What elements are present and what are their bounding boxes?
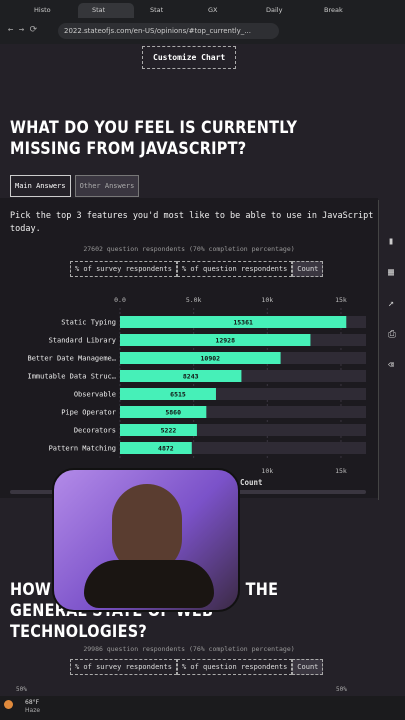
tab[interactable]: Main Answers [10,175,71,197]
browser-tab[interactable]: Stat [78,3,134,18]
category-label: Pipe Operator [61,409,116,417]
unit-button[interactable]: % of survey respondents [70,261,177,277]
category-label: Standard Library [49,337,116,345]
unit-button[interactable]: % of question respondents [176,261,293,277]
x-tick-label: 5.0k [186,296,202,304]
nav-buttons[interactable]: ← → ⟳ [8,25,38,35]
person [112,484,182,574]
x-tick-label: 0.0 [114,296,126,304]
value-label: 10902 [201,355,221,363]
weather: Haze [25,707,41,714]
x-tick-label: 10k [261,296,273,304]
respondents: 27602 question respondents (70% completi… [83,245,295,253]
browser-tab[interactable]: Daily [266,6,283,14]
value-label: 15361 [233,319,253,327]
answer-tabs: Main Answers Other Answers [10,175,140,197]
bar [120,424,197,436]
unit-button[interactable]: Count [292,261,324,277]
value-label: 4872 [158,445,174,453]
bar [120,370,242,382]
x-tick-label: 15k [335,296,347,304]
category-label: Better Date Manageme… [27,355,116,363]
url-bar[interactable]: 2022.stateofjs.com/en-US/opinions/#top_c… [58,23,279,39]
scale-label: 50% [336,686,347,693]
x-axis-label: User Count [217,478,262,487]
unit-switch: % of survey respondents % of question re… [70,659,324,675]
value-label: 6515 [170,391,186,399]
bar [120,334,311,346]
sidebar-icons[interactable]: ▮ ▦ ↗ ⎙ ⌫ [388,236,396,371]
unit-switch: % of survey respondents % of question re… [70,261,324,277]
browser-tab[interactable]: Stat [150,6,164,14]
x-tick-label: 15k [335,467,347,475]
respondents: 29986 question respondents (76% completi… [83,645,295,653]
webcam-overlay [52,468,240,612]
browser-tab[interactable]: Histo [34,6,51,14]
sidebar: ▮ ▦ ↗ ⎙ ⌫ [378,200,405,500]
category-label: Decorators [74,427,116,435]
browser-tab[interactable]: GX [208,6,218,14]
category-label: Observable [74,391,116,399]
category-label: Static Typing [61,319,116,327]
value-label: 12928 [215,337,235,345]
bar [120,316,347,328]
customize-button[interactable]: Customize Chart [142,46,237,69]
x-tick-label: 10k [261,467,273,475]
browser-chrome: Histo Stat Stat GX Daily Break 2022.stateofjs… [0,0,405,44]
value-label: 8243 [183,373,199,381]
person-body [84,560,214,608]
category-label: Immutable Data Struc… [27,373,116,381]
bar [120,352,281,364]
question-title: WHAT DO YOU FEEL IS CURRENTLY MISSING FR… [10,118,298,159]
scale-label: 50% [16,686,27,693]
weather-icon [4,700,13,709]
category-label: Pattern Matching [49,445,116,453]
unit-button[interactable]: % of survey respondents [70,659,177,675]
browser-tab[interactable]: Break [324,6,343,14]
description: Pick the top 3 features you'd most like … [10,211,374,234]
bar [120,442,192,454]
tab-strip: Histo Stat Stat GX Daily Break [20,3,366,18]
unit-button[interactable]: % of question respondents [176,659,293,675]
taskbar: 68°F Haze [0,696,405,720]
bar [120,406,207,418]
value-label: 5860 [165,409,181,417]
value-label: 5222 [161,427,177,435]
unit-button[interactable]: Count [292,659,324,675]
tab[interactable]: Other Answers [74,175,140,197]
temperature: 68°F [25,699,40,706]
bar [120,388,216,400]
